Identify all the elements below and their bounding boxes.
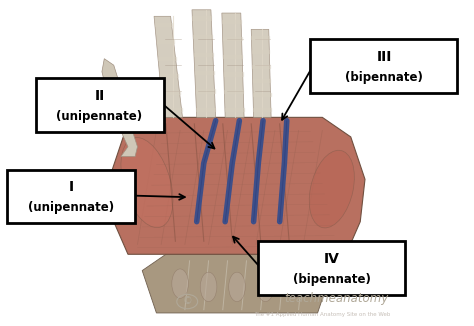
Ellipse shape xyxy=(257,272,274,302)
Text: The #1 Applied Human Anatomy Site on the Web: The #1 Applied Human Anatomy Site on the… xyxy=(254,312,391,317)
Text: ©: © xyxy=(182,297,192,306)
Ellipse shape xyxy=(285,269,302,298)
Polygon shape xyxy=(222,13,244,117)
Text: (bipennate): (bipennate) xyxy=(293,273,371,286)
Polygon shape xyxy=(109,117,365,254)
Text: II: II xyxy=(94,89,105,103)
Ellipse shape xyxy=(172,269,188,298)
Ellipse shape xyxy=(228,272,246,302)
FancyBboxPatch shape xyxy=(36,78,164,132)
Ellipse shape xyxy=(121,138,173,228)
Text: IV: IV xyxy=(324,252,340,266)
Text: (unipennate): (unipennate) xyxy=(56,110,143,123)
Ellipse shape xyxy=(309,150,355,228)
Polygon shape xyxy=(102,59,137,156)
FancyBboxPatch shape xyxy=(310,39,457,93)
Polygon shape xyxy=(192,10,216,117)
Text: (unipennate): (unipennate) xyxy=(28,201,114,214)
Text: teachmeanatomy: teachmeanatomy xyxy=(284,292,389,305)
Text: (bipennate): (bipennate) xyxy=(345,71,423,84)
Polygon shape xyxy=(142,254,332,313)
Polygon shape xyxy=(154,16,182,117)
FancyBboxPatch shape xyxy=(7,170,135,223)
FancyBboxPatch shape xyxy=(258,241,405,295)
Ellipse shape xyxy=(200,272,217,302)
Polygon shape xyxy=(251,29,271,117)
Text: III: III xyxy=(376,50,392,64)
Text: I: I xyxy=(69,180,73,194)
